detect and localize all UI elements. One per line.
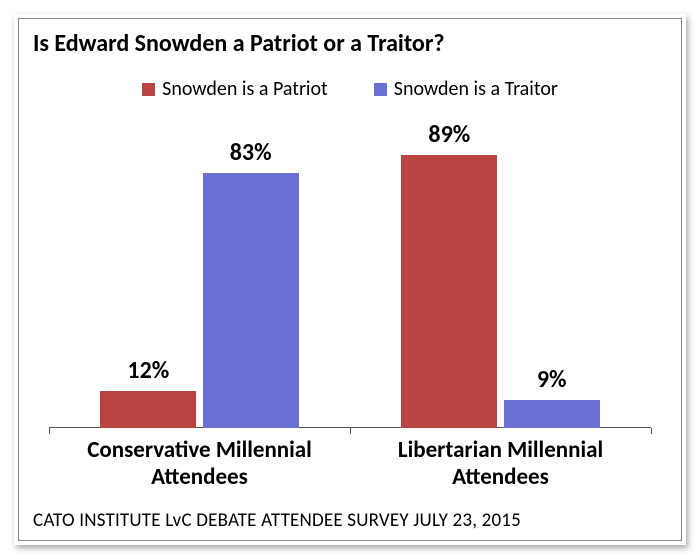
chart-frame: Is Edward Snowden a Patriot or a Traitor… — [14, 14, 686, 545]
bar: 89% — [401, 155, 497, 428]
category-label-libertarian-line2: Attendees — [452, 463, 549, 491]
bar-value-label: 89% — [428, 120, 470, 149]
bar: 12% — [100, 391, 196, 428]
bar-value-label: 12% — [127, 356, 169, 385]
category-label-conservative-line1: Conservative Millennial — [87, 436, 312, 464]
category-label-libertarian: Libertarian Millennial Attendees — [350, 437, 651, 490]
legend-swatch-traitor — [374, 83, 387, 96]
axis-tick — [350, 428, 351, 434]
bar-value-label: 83% — [230, 138, 272, 167]
chart-inner-border: Is Edward Snowden a Patriot or a Traitor… — [18, 18, 682, 541]
axis-tick — [49, 428, 50, 434]
category-label-libertarian-line1: Libertarian Millennial — [398, 436, 603, 464]
bar: 83% — [203, 173, 299, 428]
category-label-conservative-line2: Attendees — [151, 463, 248, 491]
bar-group: 12%83% — [49, 121, 350, 428]
source-line: CATO INSTITUTE LvC DEBATE ATTENDEE SURVE… — [33, 509, 521, 532]
legend-label-traitor: Snowden is a Traitor — [394, 77, 558, 101]
legend-label-patriot: Snowden is a Patriot — [162, 77, 328, 101]
bar: 9% — [504, 400, 600, 428]
category-labels: Conservative Millennial Attendees Libert… — [49, 437, 651, 490]
category-label-conservative: Conservative Millennial Attendees — [49, 437, 350, 490]
legend-item-patriot: Snowden is a Patriot — [142, 77, 328, 101]
axis-tick — [651, 428, 652, 434]
legend-item-traitor: Snowden is a Traitor — [374, 77, 558, 101]
plot-area: 12%83%89%9% — [49, 121, 651, 428]
bar-value-label: 9% — [537, 365, 567, 394]
legend-swatch-patriot — [142, 83, 155, 96]
bar-group: 89%9% — [350, 121, 651, 428]
legend: Snowden is a Patriot Snowden is a Traito… — [19, 77, 681, 101]
chart-title: Is Edward Snowden a Patriot or a Traitor… — [33, 29, 444, 58]
